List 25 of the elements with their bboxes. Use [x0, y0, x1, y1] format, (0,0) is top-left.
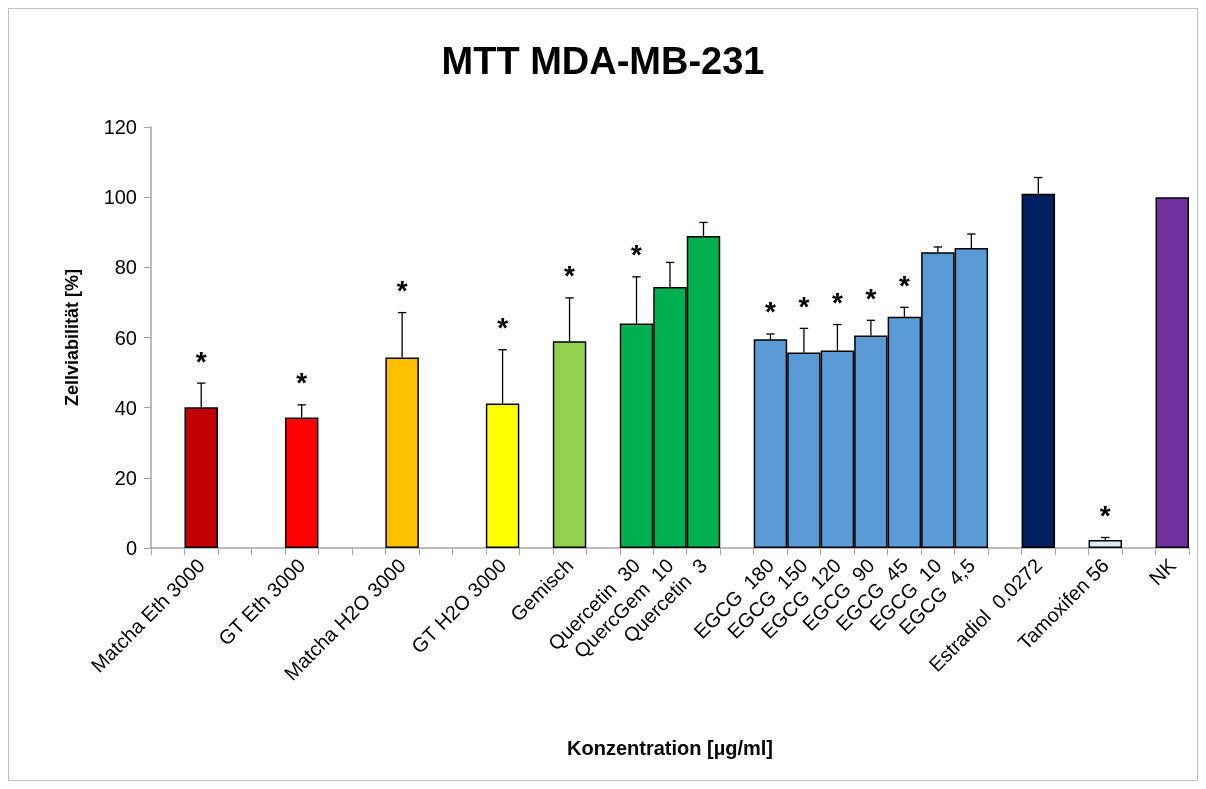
annotation: * [564, 260, 576, 292]
y-tick-label: 60 [114, 326, 137, 349]
annotation: * [296, 367, 308, 399]
annotation: * [396, 275, 408, 307]
x-axis-title: Konzentration [µg/ml] [567, 737, 773, 759]
bar [1088, 539, 1123, 548]
chart-title: MTT MDA-MB-231 [441, 40, 765, 82]
annotation: * [865, 282, 877, 314]
bar [1155, 197, 1189, 548]
annotation: * [798, 290, 810, 322]
annotation: * [195, 345, 207, 377]
y-tick-label: 40 [114, 396, 137, 419]
x-tick-label: NK [1144, 553, 1181, 590]
y-tick-label: 120 [103, 116, 137, 138]
y-axis-title: Zellviabilität [%] [62, 268, 82, 407]
annotation: * [831, 287, 843, 319]
annotation: * [497, 312, 509, 344]
annotation: * [1099, 499, 1111, 531]
y-tick-label: 0 [125, 537, 137, 559]
y-tick-label: 80 [114, 256, 137, 279]
annotation: * [631, 239, 643, 271]
y-tick-label: 100 [103, 186, 137, 209]
y-tick-label: 20 [114, 466, 137, 489]
annotation: * [765, 296, 776, 328]
annotation: * [898, 269, 910, 301]
